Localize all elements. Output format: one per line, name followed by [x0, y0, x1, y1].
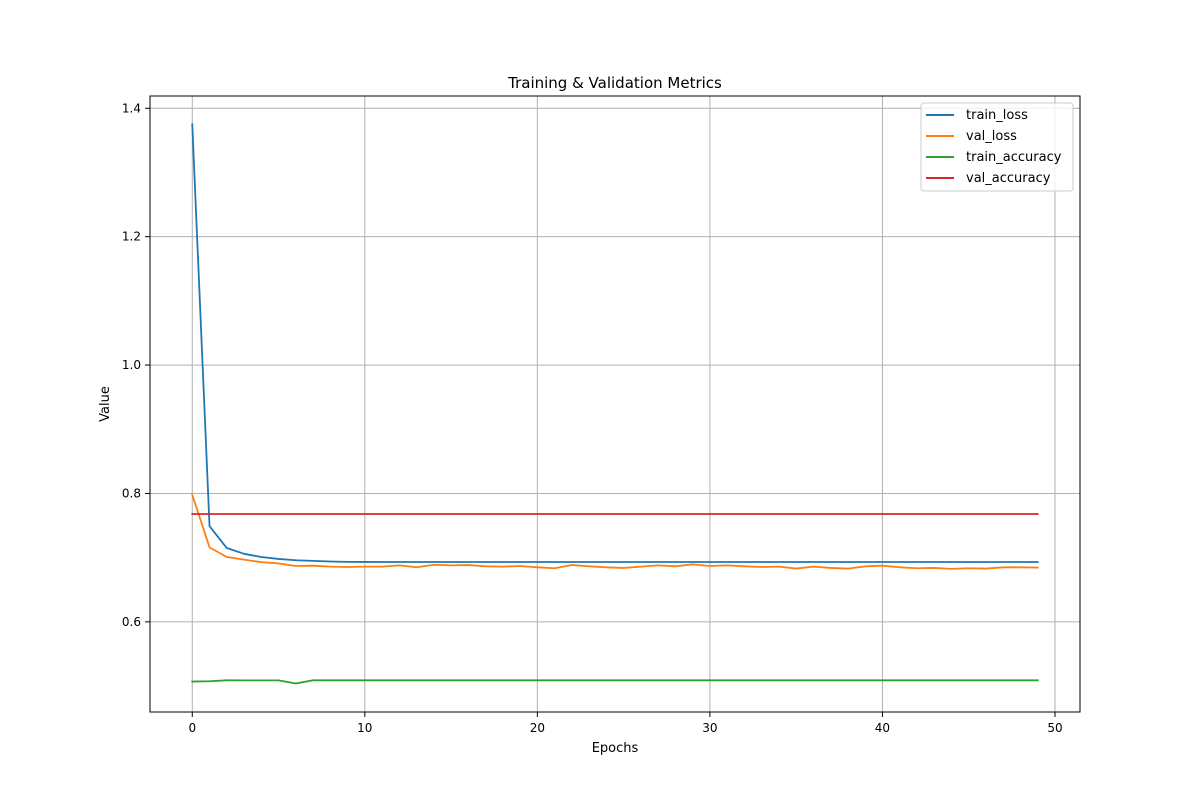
x-tick-label: 50 [1047, 721, 1062, 735]
y-tick-label: 0.8 [122, 486, 141, 500]
x-axis-label: Epochs [592, 741, 639, 756]
chart-title: Training & Validation Metrics [507, 74, 722, 92]
plot-frame [149, 95, 1081, 713]
legend: train_loss val_loss train_accuracy val_accu… [920, 102, 1074, 192]
legend-label-val-loss: val_loss [966, 129, 1017, 144]
y-axis-label: Value [98, 386, 113, 422]
y-tick-label: 1.2 [122, 230, 141, 244]
x-tick-label: 10 [357, 721, 372, 735]
legend-box [920, 102, 1074, 192]
x-tick-label: 30 [702, 721, 717, 735]
x-tick-label: 40 [875, 721, 890, 735]
legend-label-train-accuracy: train_accuracy [966, 150, 1062, 165]
x-tick-label: 20 [530, 721, 545, 735]
y-axis-ticks: 0.6 0.8 1.0 1.2 1.4 [122, 101, 150, 629]
series-line-val-loss [191, 493, 1039, 570]
series-line-train-accuracy [191, 679, 1039, 685]
x-axis-ticks: 0 10 20 30 40 50 [188, 712, 1063, 735]
series-lines [191, 123, 1039, 685]
y-tick-label: 0.6 [122, 615, 141, 629]
y-tick-label: 1.4 [122, 101, 141, 115]
legend-label-val-accuracy: val_accuracy [966, 171, 1051, 186]
legend-label-train-loss: train_loss [966, 108, 1028, 123]
y-tick-label: 1.0 [122, 358, 141, 372]
x-tick-label: 0 [188, 721, 196, 735]
series-line-train-loss [191, 123, 1039, 563]
